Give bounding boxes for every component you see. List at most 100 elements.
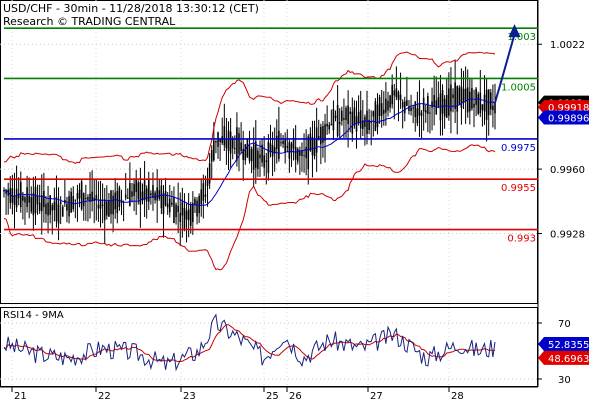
candle-body bbox=[3, 190, 5, 192]
level-label: 1.003 bbox=[507, 32, 536, 43]
candle-body bbox=[364, 116, 366, 127]
projection-line bbox=[494, 33, 516, 103]
candle-body bbox=[347, 105, 349, 125]
candle-body bbox=[70, 191, 72, 213]
level-label: 0.993 bbox=[507, 234, 536, 245]
candle-body bbox=[227, 130, 230, 151]
candle-body bbox=[231, 138, 234, 149]
candle-body bbox=[456, 86, 459, 112]
candle-body bbox=[225, 139, 228, 149]
candle-body bbox=[61, 206, 64, 217]
candle-body bbox=[181, 201, 184, 216]
candle-body bbox=[95, 194, 98, 201]
candle-body bbox=[418, 103, 421, 116]
candle-body bbox=[288, 141, 291, 159]
candle-body bbox=[36, 195, 39, 205]
candle-body bbox=[408, 106, 410, 111]
candle-body bbox=[66, 203, 68, 211]
candle-body bbox=[173, 197, 175, 224]
candle-body bbox=[374, 101, 377, 131]
candle-body bbox=[101, 204, 104, 206]
candle-body bbox=[299, 151, 301, 156]
candle-body bbox=[292, 138, 295, 149]
candle-body bbox=[275, 135, 278, 150]
price-badge-label: 0.99918 bbox=[548, 103, 589, 114]
candle-body bbox=[494, 102, 496, 114]
candle-body bbox=[414, 101, 417, 118]
candle-body bbox=[17, 193, 20, 199]
candle-body bbox=[378, 97, 381, 117]
candle-body bbox=[244, 144, 247, 161]
candle-body bbox=[448, 88, 450, 116]
candle-body bbox=[351, 111, 354, 134]
candle-body bbox=[483, 94, 486, 112]
candle-body bbox=[464, 88, 467, 101]
candle-body bbox=[303, 155, 305, 157]
candle-body bbox=[11, 188, 14, 203]
candle-body bbox=[406, 100, 408, 106]
candle-body bbox=[341, 110, 343, 122]
candle-body bbox=[441, 90, 444, 114]
candle-body bbox=[141, 191, 144, 201]
candle-body bbox=[475, 88, 477, 105]
candle-body bbox=[150, 193, 152, 196]
y-tick-label: 0.9928 bbox=[550, 230, 585, 241]
candle-body bbox=[47, 202, 49, 216]
candle-body bbox=[55, 197, 58, 222]
candle-body bbox=[280, 142, 282, 144]
candle-body bbox=[147, 179, 150, 202]
candle-body bbox=[202, 183, 205, 201]
candle-body bbox=[477, 94, 480, 114]
candle-body bbox=[78, 189, 81, 199]
candle-body bbox=[343, 117, 345, 120]
candle-body bbox=[49, 195, 51, 215]
candle-body bbox=[179, 212, 182, 223]
bollinger-upper bbox=[3, 51, 496, 164]
chart-credit: Research © TRADING CENTRAL bbox=[3, 15, 176, 28]
candle-body bbox=[192, 203, 194, 223]
bollinger-lower bbox=[3, 144, 496, 271]
candle-body bbox=[257, 150, 259, 169]
rsi-title: RSI14 - 9MA bbox=[3, 310, 64, 321]
candle-body bbox=[137, 182, 140, 200]
candle-body bbox=[320, 126, 322, 145]
candle-body bbox=[15, 188, 18, 208]
candle-body bbox=[301, 150, 303, 156]
candle-body bbox=[273, 147, 276, 154]
candle-body bbox=[458, 87, 461, 105]
candle-body bbox=[118, 187, 121, 207]
candle-body bbox=[19, 182, 22, 208]
x-tick-label: 25 bbox=[266, 391, 279, 400]
candle-body bbox=[162, 193, 165, 215]
rsi-badge-ma bbox=[538, 350, 589, 365]
candle-body bbox=[198, 195, 200, 214]
candle-body bbox=[175, 204, 177, 218]
x-axis-ticks: 21 22 23 25 26 27 28 bbox=[11, 387, 464, 400]
candle-body bbox=[5, 190, 7, 194]
candle-body bbox=[99, 198, 102, 209]
candle-body bbox=[338, 122, 341, 125]
level-label: 1.0005 bbox=[501, 82, 536, 93]
candle-body bbox=[97, 204, 100, 209]
candle-body bbox=[454, 82, 456, 109]
candle-body bbox=[72, 196, 75, 210]
candle-body bbox=[89, 193, 91, 203]
candle-body bbox=[82, 193, 85, 207]
candle-body bbox=[40, 195, 43, 212]
rsi-badge-label: 52.8355 bbox=[548, 340, 589, 351]
candle-body bbox=[410, 107, 412, 112]
candle-body bbox=[252, 144, 255, 170]
x-tick-label: 26 bbox=[289, 391, 302, 400]
candle-body bbox=[382, 109, 385, 114]
candle-body bbox=[269, 143, 272, 153]
candle-body bbox=[296, 148, 299, 162]
candle-body bbox=[380, 103, 383, 116]
candle-body bbox=[242, 148, 245, 160]
candle-body bbox=[485, 89, 488, 120]
projection-arrowhead bbox=[508, 24, 521, 38]
panel-frames bbox=[0, 0, 539, 388]
candle-body bbox=[57, 204, 60, 224]
candle-body bbox=[294, 147, 297, 160]
candle-body bbox=[330, 123, 333, 126]
level-lines: 1.003 1.0005 0.9975 0.9955 0.993 bbox=[4, 27, 538, 245]
